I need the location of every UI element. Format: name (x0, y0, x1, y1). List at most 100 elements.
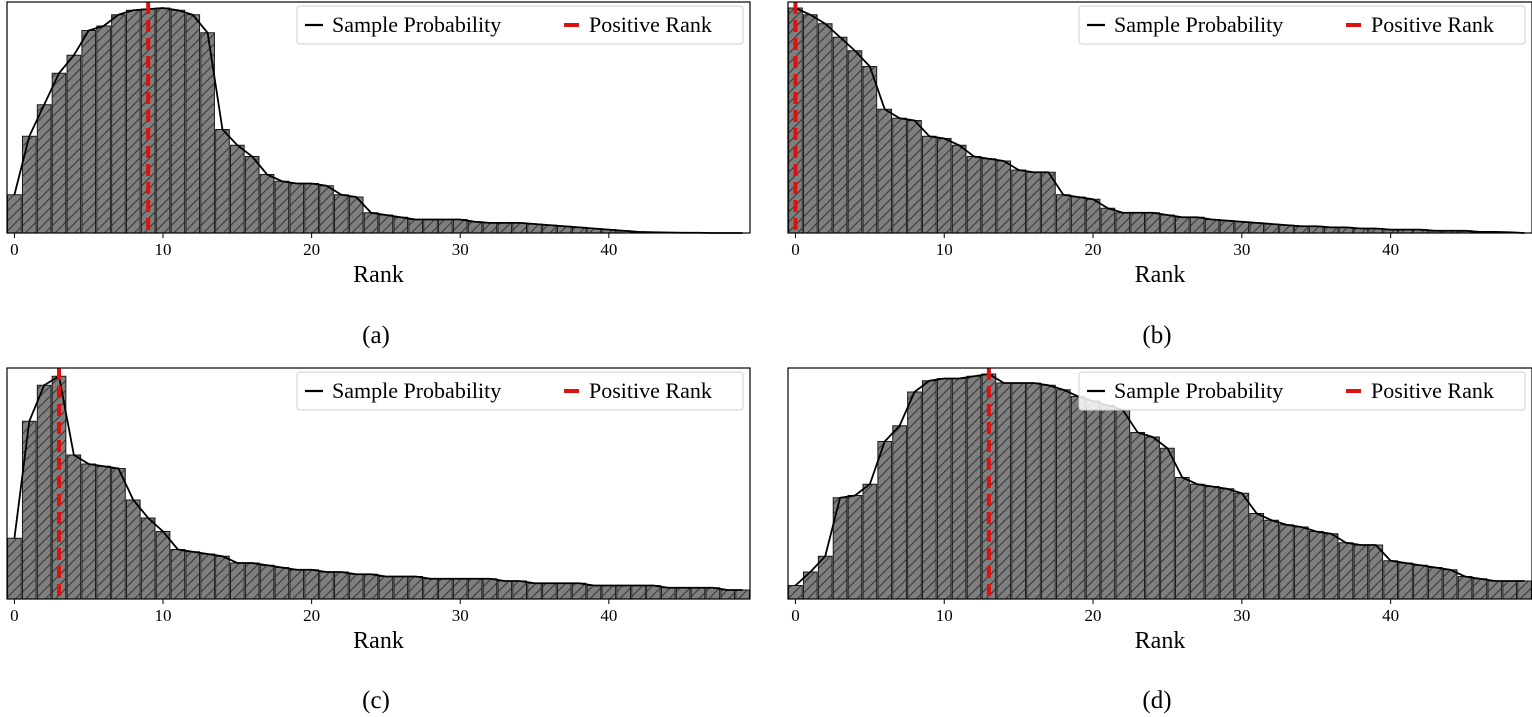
bar (1457, 576, 1473, 600)
bar (334, 194, 349, 234)
bar (1130, 432, 1146, 600)
bar (1294, 225, 1309, 234)
bar (1219, 488, 1235, 600)
bar (215, 129, 230, 234)
bar (363, 212, 379, 234)
bar (140, 517, 156, 600)
bar (334, 571, 349, 600)
bar (936, 378, 952, 600)
bar (319, 571, 334, 600)
bar (1070, 196, 1086, 234)
bar (1011, 169, 1026, 234)
bar (215, 555, 230, 600)
bar (96, 25, 111, 234)
bar (907, 120, 922, 234)
bar (438, 219, 453, 234)
x-tick-label: 30 (1233, 240, 1250, 259)
x-tick-label: 0 (791, 240, 800, 259)
bar (660, 587, 676, 600)
bar (1308, 531, 1324, 600)
panel-caption: (c) (362, 687, 390, 714)
bar (363, 573, 379, 600)
bar (96, 465, 111, 600)
bar (244, 562, 260, 600)
legend-label-positive-rank: Positive Rank (589, 378, 712, 403)
bar (51, 72, 67, 234)
bar (423, 219, 438, 234)
bar (393, 216, 409, 234)
x-tick-label: 30 (452, 240, 469, 259)
bar (1234, 221, 1250, 234)
bar (200, 553, 215, 600)
bar (527, 223, 542, 234)
bar (817, 555, 833, 600)
bar (601, 585, 617, 600)
bar (832, 36, 848, 234)
bar (66, 454, 82, 600)
bar (1130, 212, 1146, 234)
x-tick-label: 20 (303, 240, 320, 259)
x-tick-label: 0 (10, 240, 19, 259)
x-tick-label: 10 (155, 606, 172, 625)
legend: Sample Probability Positive Rank (296, 5, 744, 45)
bar (170, 549, 186, 600)
bar (393, 576, 409, 600)
bar (36, 384, 52, 600)
bar (951, 378, 967, 600)
bar (304, 183, 319, 234)
bar (1517, 580, 1532, 600)
panel-caption: (b) (1142, 322, 1171, 349)
x-tick-label: 10 (936, 606, 953, 625)
bar (1160, 447, 1175, 600)
panel-caption: (a) (362, 322, 390, 349)
bar (244, 156, 260, 234)
bar (631, 585, 646, 600)
bar (1398, 562, 1413, 600)
panel-a: 0 10 20 30 40 Rank (a) Sample Probability Positi… (6, 1, 751, 349)
bar (892, 117, 907, 234)
bar (423, 578, 438, 600)
x-tick-label: 20 (303, 606, 320, 625)
x-tick-label: 40 (600, 240, 617, 259)
bar (1189, 216, 1205, 234)
bar (1145, 212, 1160, 234)
bar (21, 135, 37, 234)
bar (230, 562, 245, 600)
bar (735, 589, 750, 600)
legend-box (296, 371, 744, 411)
bar (966, 375, 982, 600)
bar (720, 589, 736, 600)
legend-label-positive-rank: Positive Rank (1371, 378, 1494, 403)
panel-d: 0 10 20 30 40 Rank (d) Sample Probability Positi… (787, 367, 1532, 714)
bar (705, 587, 721, 600)
bar (304, 569, 319, 600)
bar (996, 160, 1012, 234)
bar (1234, 492, 1250, 600)
sample-probability-line (13, 374, 743, 591)
bar (274, 567, 290, 600)
bar (7, 537, 22, 600)
bar (21, 420, 37, 600)
bar (111, 14, 126, 234)
bar (125, 9, 141, 234)
bar (408, 219, 423, 234)
bar (1502, 580, 1518, 600)
bar (378, 576, 394, 600)
x-axis-label: Rank (1135, 628, 1186, 654)
bar (1323, 533, 1339, 600)
x-tick-label: 40 (1382, 240, 1399, 259)
axes-frame (787, 367, 1532, 600)
bar (81, 463, 97, 600)
bar (802, 14, 818, 234)
bar (877, 108, 893, 234)
bar (125, 499, 141, 600)
x-tick-label: 20 (1085, 240, 1102, 259)
bar (497, 580, 513, 600)
bar (862, 483, 878, 600)
bar (1055, 194, 1071, 234)
bar (907, 391, 922, 600)
bar (1115, 409, 1131, 600)
bar (1249, 513, 1265, 600)
x-tick-label: 0 (791, 606, 800, 625)
legend-label-positive-rank: Positive Rank (589, 12, 712, 37)
